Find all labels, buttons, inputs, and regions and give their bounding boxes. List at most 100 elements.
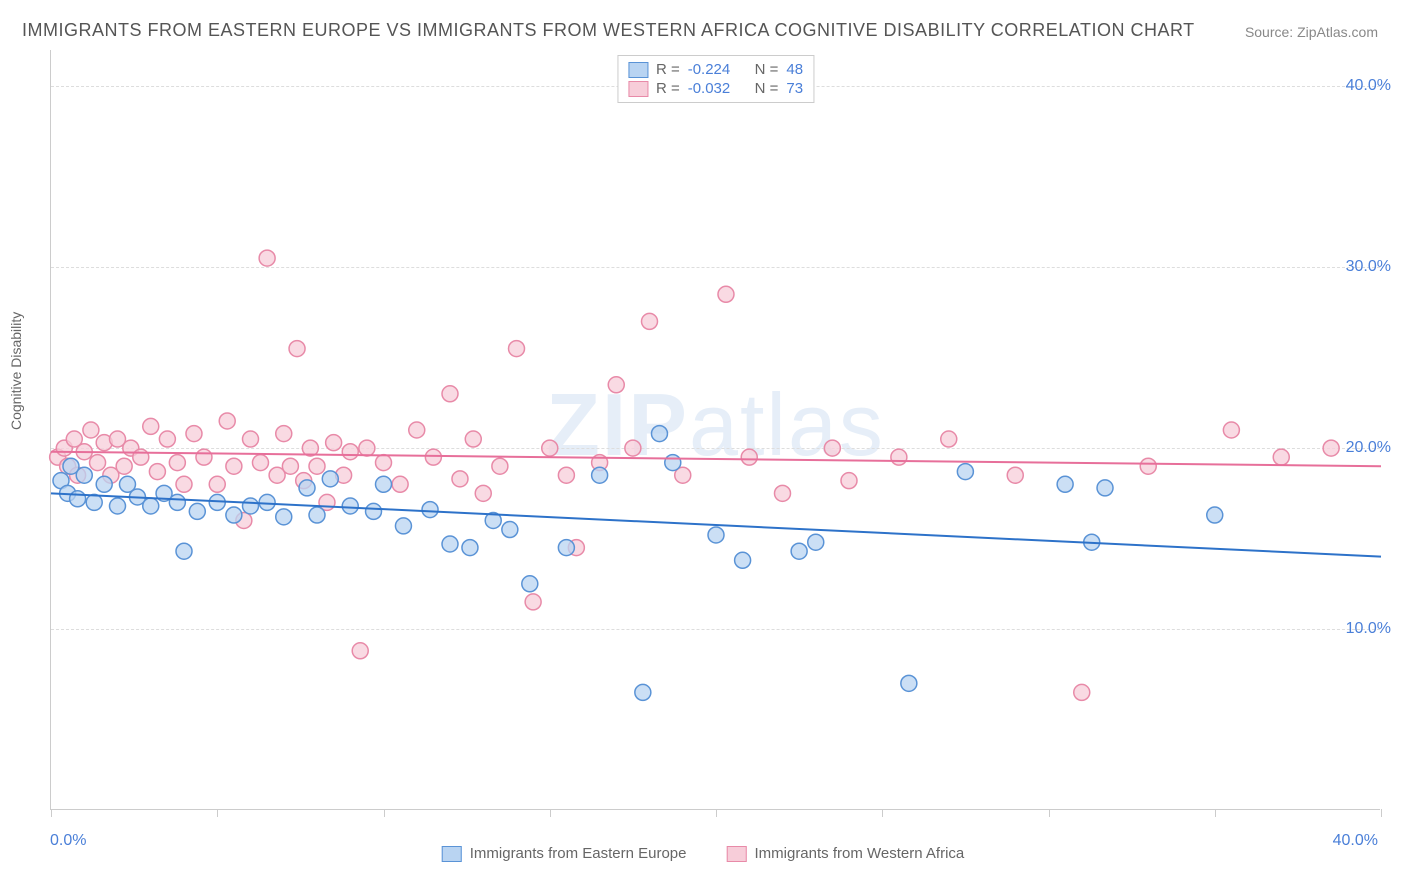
data-point (735, 552, 751, 568)
legend-n-label: N = (755, 61, 779, 78)
data-point (289, 341, 305, 357)
data-point (808, 534, 824, 550)
x-axis-max-label: 40.0% (1333, 832, 1378, 850)
data-point (110, 498, 126, 514)
data-point (143, 418, 159, 434)
data-point (159, 431, 175, 447)
data-point (169, 455, 185, 471)
data-point (452, 471, 468, 487)
legend-n-value-1: 48 (786, 61, 803, 78)
data-point (592, 467, 608, 483)
data-point (149, 464, 165, 480)
data-point (791, 543, 807, 559)
data-point (625, 440, 641, 456)
data-point (86, 494, 102, 510)
y-axis-label: Cognitive Disability (8, 312, 24, 430)
y-tick-label: 30.0% (1346, 258, 1391, 276)
data-point (665, 455, 681, 471)
data-point (395, 518, 411, 534)
legend-row-series-2: R = -0.032 N = 73 (628, 79, 803, 98)
data-point (326, 435, 342, 451)
data-point (492, 458, 508, 474)
data-point (96, 476, 112, 492)
data-point (824, 440, 840, 456)
data-point (226, 458, 242, 474)
data-point (169, 494, 185, 510)
data-point (1057, 476, 1073, 492)
data-point (957, 464, 973, 480)
data-point (558, 540, 574, 556)
data-point (425, 449, 441, 465)
data-point (465, 431, 481, 447)
chart-title: IMMIGRANTS FROM EASTERN EUROPE VS IMMIGR… (22, 20, 1195, 41)
legend-swatch-series-2 (628, 81, 648, 97)
x-axis-min-label: 0.0% (50, 832, 86, 850)
data-point (352, 643, 368, 659)
data-point (1007, 467, 1023, 483)
y-tick-label: 10.0% (1346, 620, 1391, 638)
data-point (70, 491, 86, 507)
data-point (775, 485, 791, 501)
data-point (359, 440, 375, 456)
chart-container: IMMIGRANTS FROM EASTERN EUROPE VS IMMIGR… (0, 0, 1406, 892)
data-point (642, 313, 658, 329)
data-point (708, 527, 724, 543)
data-point (196, 449, 212, 465)
data-point (176, 543, 192, 559)
data-point (176, 476, 192, 492)
bottom-legend-swatch-2 (726, 846, 746, 862)
data-point (409, 422, 425, 438)
data-point (76, 467, 92, 483)
plot-area: ZIPatlas R = -0.224 N = 48 R = -0.032 N … (50, 50, 1380, 810)
data-point (901, 675, 917, 691)
stats-legend-box: R = -0.224 N = 48 R = -0.032 N = 73 (617, 55, 814, 103)
data-point (462, 540, 478, 556)
legend-n-label: N = (755, 80, 779, 97)
data-point (276, 426, 292, 442)
data-point (116, 458, 132, 474)
data-point (143, 498, 159, 514)
legend-r-value-1: -0.224 (688, 61, 731, 78)
data-point (475, 485, 491, 501)
legend-r-label: R = (656, 61, 680, 78)
data-point (259, 250, 275, 266)
data-point (509, 341, 525, 357)
data-point (376, 476, 392, 492)
data-point (608, 377, 624, 393)
legend-row-series-1: R = -0.224 N = 48 (628, 60, 803, 79)
data-point (83, 422, 99, 438)
data-point (542, 440, 558, 456)
data-point (1223, 422, 1239, 438)
data-point (891, 449, 907, 465)
data-point (422, 502, 438, 518)
data-point (219, 413, 235, 429)
data-point (209, 476, 225, 492)
data-point (243, 431, 259, 447)
data-point (243, 498, 259, 514)
trend-line (51, 452, 1381, 466)
data-point (718, 286, 734, 302)
data-point (1207, 507, 1223, 523)
data-point (1140, 458, 1156, 474)
legend-n-value-2: 73 (786, 80, 803, 97)
data-point (741, 449, 757, 465)
data-point (525, 594, 541, 610)
data-point (558, 467, 574, 483)
data-point (522, 576, 538, 592)
data-point (189, 503, 205, 519)
data-point (1323, 440, 1339, 456)
data-point (309, 458, 325, 474)
data-point (309, 507, 325, 523)
data-point (299, 480, 315, 496)
data-point (376, 455, 392, 471)
data-point (442, 536, 458, 552)
data-point (841, 473, 857, 489)
source-attribution: Source: ZipAtlas.com (1245, 24, 1378, 40)
series-2-name: Immigrants from Western Africa (754, 845, 964, 862)
data-point (635, 684, 651, 700)
data-point (90, 455, 106, 471)
bottom-legend-item-1: Immigrants from Eastern Europe (442, 845, 687, 862)
scatter-plot-svg (51, 50, 1380, 809)
data-point (252, 455, 268, 471)
data-point (322, 471, 338, 487)
